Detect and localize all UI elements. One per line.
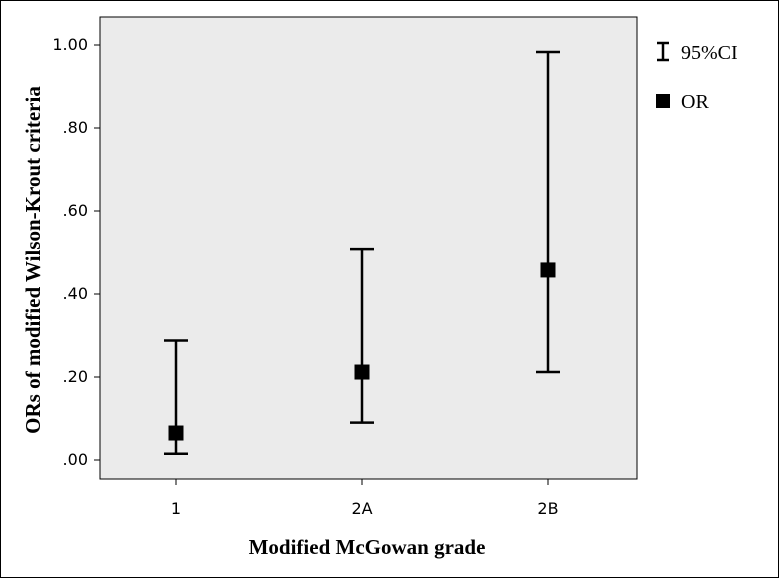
or-marker <box>354 364 370 380</box>
x-tick-label: 1 <box>171 499 181 518</box>
legend: 95%CI OR <box>656 41 738 113</box>
x-axis-title: Modified McGowan grade <box>249 535 486 559</box>
ci-errorbar <box>350 247 374 424</box>
legend-label-ci: 95%CI <box>681 42 738 64</box>
ci-errorbar <box>536 50 560 374</box>
y-tick-label: .60 <box>63 201 88 220</box>
y-tick-label: .40 <box>63 284 88 303</box>
legend-label-or: OR <box>681 91 709 113</box>
y-tick-label: 1.00 <box>52 35 88 54</box>
or-marker <box>540 262 556 278</box>
legend-or-icon <box>656 94 670 108</box>
y-axis: .00 .20 .40 .60 .80 1.00 <box>52 35 100 469</box>
data-marks <box>164 50 560 456</box>
x-tick-label: 2B <box>537 499 558 518</box>
or-marker <box>168 425 184 441</box>
y-tick-label: .20 <box>63 367 88 386</box>
x-tick-label: 2A <box>351 499 372 518</box>
x-axis: 1 2A 2B <box>171 479 559 518</box>
y-axis-title: ORs of modified Wilson-Krout criteria <box>21 86 45 434</box>
y-tick-label: .00 <box>63 450 88 469</box>
legend-ci-icon <box>657 41 669 62</box>
y-tick-label: .80 <box>63 118 88 137</box>
